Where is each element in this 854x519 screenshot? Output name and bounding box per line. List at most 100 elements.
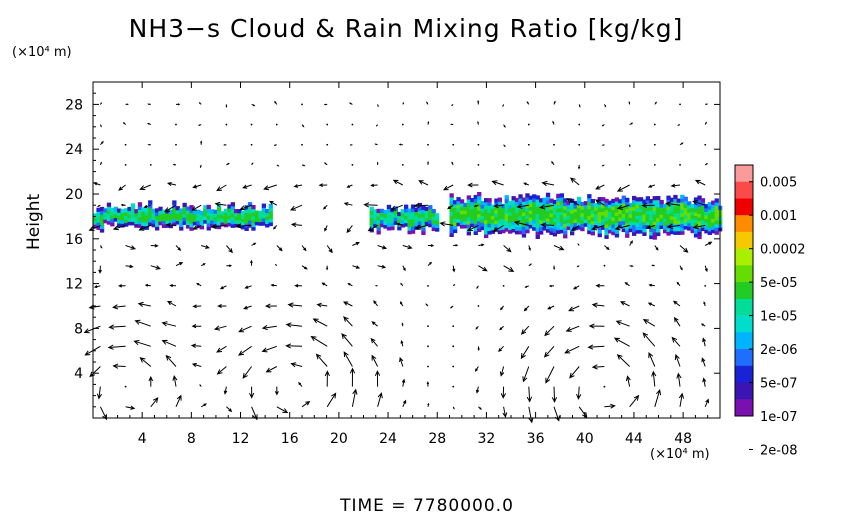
cloud-cell-2-580 (652, 206, 657, 211)
cloud-cell-0-11 (99, 224, 105, 230)
wind-vector-150 (93, 285, 101, 289)
cloud-cell-0-90 (148, 207, 153, 212)
cloud-cell-2-51 (466, 206, 471, 211)
cloud-cell-2-34 (459, 206, 465, 211)
wind-vector-35 (349, 367, 356, 387)
cloud-cell-2-741 (711, 218, 716, 223)
colorbar-label-5: 2e-06 (760, 343, 798, 358)
wind-vector-29 (199, 384, 202, 387)
cloud-cell-0-39 (117, 212, 122, 217)
cloud-cell-0-130 (172, 200, 177, 205)
wind-vector-176 (125, 264, 134, 269)
cloud-cell-2-189 (518, 226, 523, 231)
wind-vector-1 (125, 405, 136, 410)
wind-vector-344 (578, 143, 581, 146)
cloud-cell-2-345 (570, 223, 575, 229)
cloud-cell-2-55 (470, 223, 475, 228)
cloud-cell-1-106 (428, 215, 433, 221)
cloud-cell-0-7 (96, 214, 101, 220)
wind-vector-356 (250, 123, 253, 126)
cloud-cell-2-752 (714, 212, 719, 217)
cloud-cell-2-533 (638, 225, 644, 231)
cloud-cell-0-133 (175, 213, 180, 218)
cloud-cell-1-79 (414, 222, 419, 227)
y-tick-label-4: 20 (65, 187, 83, 203)
cloud-cell-0-71 (137, 209, 143, 214)
cloud-cell-0-124 (172, 221, 177, 227)
wind-vector-254 (191, 204, 202, 211)
wind-vector-285 (346, 184, 353, 188)
cloud-cell-2-602 (659, 199, 664, 205)
cloud-cell-0-65 (134, 212, 139, 217)
cloud-cell-0-281 (268, 221, 273, 227)
cloud-cell-0-230 (234, 209, 239, 214)
wind-vector-205 (226, 245, 233, 254)
wind-vector-347 (653, 143, 656, 146)
cloud-cell-2-0 (449, 232, 454, 237)
cloud-cell-2-333 (563, 201, 568, 207)
wind-vector-36 (374, 370, 381, 387)
cloud-cell-2-249 (535, 202, 540, 207)
cloud-cell-1-87 (417, 213, 423, 218)
cloud-cell-2-132 (497, 226, 502, 231)
cloud-cell-2-82 (477, 199, 482, 204)
cloud-cell-1-8 (373, 220, 378, 225)
cloud-cell-2-473 (614, 197, 620, 202)
cloud-cell-1-73 (410, 218, 416, 223)
cloud-cell-1-55 (400, 212, 405, 217)
cloud-cell-0-97 (151, 208, 156, 213)
cloud-cell-2-694 (693, 215, 699, 220)
cloud-cell-2-466 (614, 222, 620, 227)
cloud-cell-0-261 (251, 205, 256, 210)
cloud-cell-2-21 (456, 222, 461, 227)
wind-vector-39 (452, 385, 455, 388)
wind-vector-23 (678, 392, 685, 407)
cloud-cell-1-63 (407, 230, 412, 235)
cloud-cell-2-42 (463, 206, 468, 211)
cloud-cell-0-149 (185, 220, 191, 225)
cloud-cell-2-669 (683, 207, 688, 212)
cloud-cell-1-70 (410, 229, 416, 234)
wind-vector-396 (628, 101, 631, 105)
cloud-cell-1-118 (435, 220, 440, 225)
cloud-cell-2-10 (449, 196, 454, 202)
cloud-cell-2-129 (494, 202, 499, 207)
wind-vector-20 (604, 403, 616, 409)
cloud-cell-2-282 (549, 230, 554, 235)
cloud-cell-2-301 (552, 199, 558, 205)
wind-vector-291 (491, 180, 504, 186)
wind-vector-108 (285, 322, 303, 328)
wind-vector-97 (642, 332, 656, 347)
cloud-cell-0-279 (265, 212, 270, 217)
cloud-cell-2-253 (539, 226, 544, 232)
cloud-cell-2-596 (659, 221, 664, 226)
colorbar-swatch-8 (735, 298, 753, 317)
cloud-cell-2-116 (490, 222, 496, 227)
cloud-cell-2-141 (501, 229, 506, 234)
cloud-cell-2-482 (621, 227, 626, 233)
wind-vector-300 (99, 161, 102, 166)
cloud-cell-2-590 (656, 210, 661, 215)
cloud-cell-2-3 (449, 222, 454, 227)
cloud-cell-0-255 (251, 226, 256, 231)
cloud-cell-2-385 (587, 230, 592, 235)
cloud-cell-2-555 (645, 214, 650, 219)
wind-vector-63 (427, 365, 429, 368)
cloud-cell-2-44 (466, 231, 471, 236)
cloud-cell-0-239 (241, 214, 246, 219)
cloud-cell-2-318 (559, 211, 564, 216)
cloud-cell-2-539 (638, 204, 644, 209)
wind-vector-319 (577, 164, 581, 170)
cloud-cell-2-449 (607, 211, 613, 216)
cloud-cell-2-453 (611, 231, 616, 236)
cloud-cell-2-734 (707, 212, 712, 218)
wind-vector-298 (670, 183, 681, 188)
cloud-cell-0-40 (117, 208, 122, 213)
cloud-cell-2-361 (576, 225, 582, 230)
cloud-cell-2-101 (484, 205, 489, 210)
cloud-cell-2-705 (697, 217, 702, 222)
cloud-cell-0-196 (213, 209, 218, 214)
cloud-cell-0-59 (130, 210, 136, 215)
cloud-cell-2-592 (656, 203, 661, 208)
cloud-cell-0-33 (113, 213, 118, 219)
